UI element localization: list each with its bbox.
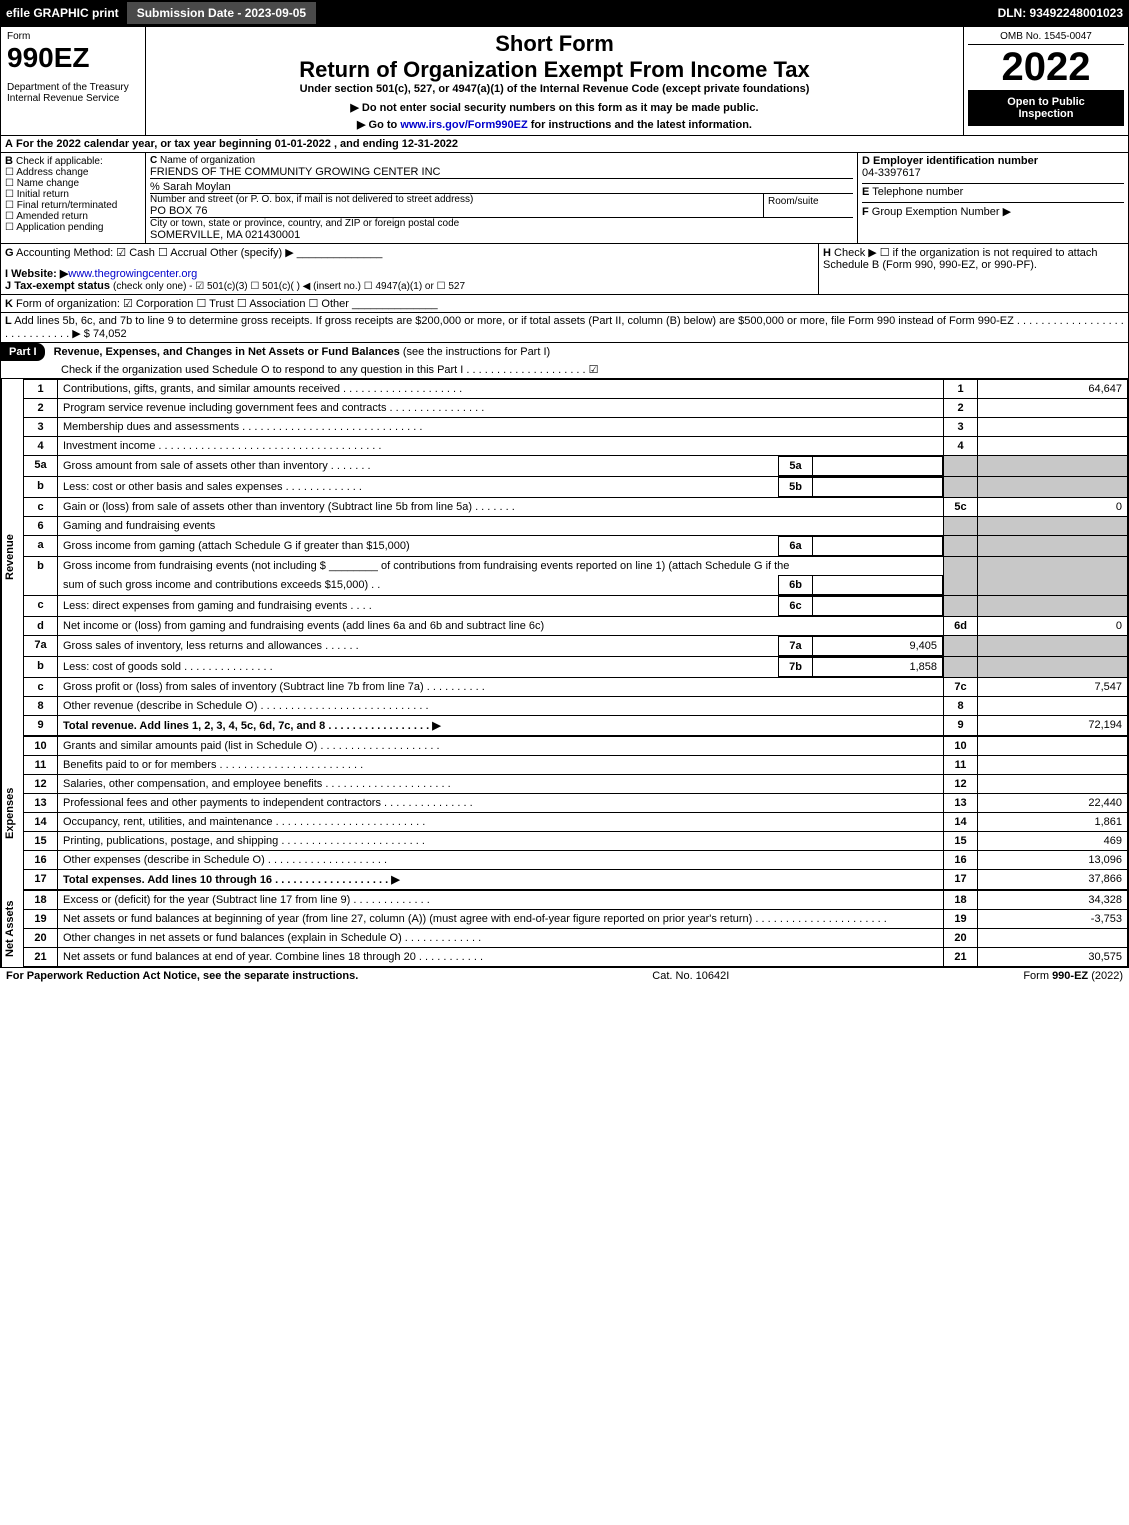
room-suite-label: Room/suite xyxy=(763,194,853,217)
line-l: L Add lines 5b, 6c, and 7b to line 9 to … xyxy=(1,313,1128,342)
line-g: G Accounting Method: ☑ Cash ☐ Accrual Ot… xyxy=(5,246,814,259)
submission-date-button[interactable]: Submission Date - 2023-09-05 xyxy=(127,2,316,24)
title-return: Return of Organization Exempt From Incom… xyxy=(150,57,959,83)
net-assets-table: 18Excess or (deficit) for the year (Subt… xyxy=(23,890,1128,967)
footer: For Paperwork Reduction Act Notice, see … xyxy=(0,968,1129,984)
revenue-side-label: Revenue xyxy=(1,379,23,736)
org-name: FRIENDS OF THE COMMUNITY GROWING CENTER … xyxy=(150,166,853,178)
goto-line: ▶ Go to www.irs.gov/Form990EZ for instru… xyxy=(150,118,959,131)
care-of: % Sarah Moylan xyxy=(150,178,853,193)
efile-label: efile GRAPHIC print xyxy=(6,6,119,20)
ein-value: 04-3397617 xyxy=(862,167,1124,179)
expenses-table: 10Grants and similar amounts paid (list … xyxy=(23,736,1128,890)
form-number: 990EZ xyxy=(7,42,139,74)
line-i: I Website: ▶www.thegrowingcenter.org xyxy=(5,267,814,280)
expenses-side-label: Expenses xyxy=(1,736,23,890)
subtitle: Under section 501(c), 527, or 4947(a)(1)… xyxy=(150,83,959,95)
irs-label: Internal Revenue Service xyxy=(7,93,139,104)
line-h: H Check ▶ ☐ if the organization is not r… xyxy=(823,246,1124,271)
omb-number: OMB No. 1545-0047 xyxy=(968,31,1124,45)
dept-label: Department of the Treasury xyxy=(7,82,139,93)
part-i-label: Part I xyxy=(1,343,45,361)
ssn-warning: ▶ Do not enter social security numbers o… xyxy=(150,101,959,114)
line-j: J Tax-exempt status (check only one) - ☑… xyxy=(5,280,814,292)
form-label: Form xyxy=(7,31,139,42)
line-a: A For the 2022 calendar year, or tax yea… xyxy=(1,136,462,152)
website-link[interactable]: www.thegrowingcenter.org xyxy=(68,268,197,280)
revenue-table: 1Contributions, gifts, grants, and simil… xyxy=(23,379,1128,736)
net-assets-side-label: Net Assets xyxy=(1,890,23,967)
tax-year: 2022 xyxy=(968,45,1124,90)
city-state-zip: SOMERVILLE, MA 021430001 xyxy=(150,229,853,241)
section-b: B Check if applicable: ☐ Address change … xyxy=(1,153,146,243)
part-i-title: Revenue, Expenses, and Changes in Net As… xyxy=(48,343,557,361)
part-i-check: Check if the organization used Schedule … xyxy=(1,361,1128,378)
form-container: Form 990EZ Department of the Treasury In… xyxy=(0,26,1129,968)
dln-label: DLN: 93492248001023 xyxy=(998,6,1123,20)
title-short-form: Short Form xyxy=(150,31,959,57)
open-to-public: Open to Public Inspection xyxy=(968,90,1124,126)
street-address: PO BOX 76 xyxy=(150,205,763,217)
irs-link[interactable]: www.irs.gov/Form990EZ xyxy=(400,119,527,131)
line-k: K Form of organization: ☑ Corporation ☐ … xyxy=(1,295,442,312)
top-bar: efile GRAPHIC print Submission Date - 20… xyxy=(0,0,1129,26)
